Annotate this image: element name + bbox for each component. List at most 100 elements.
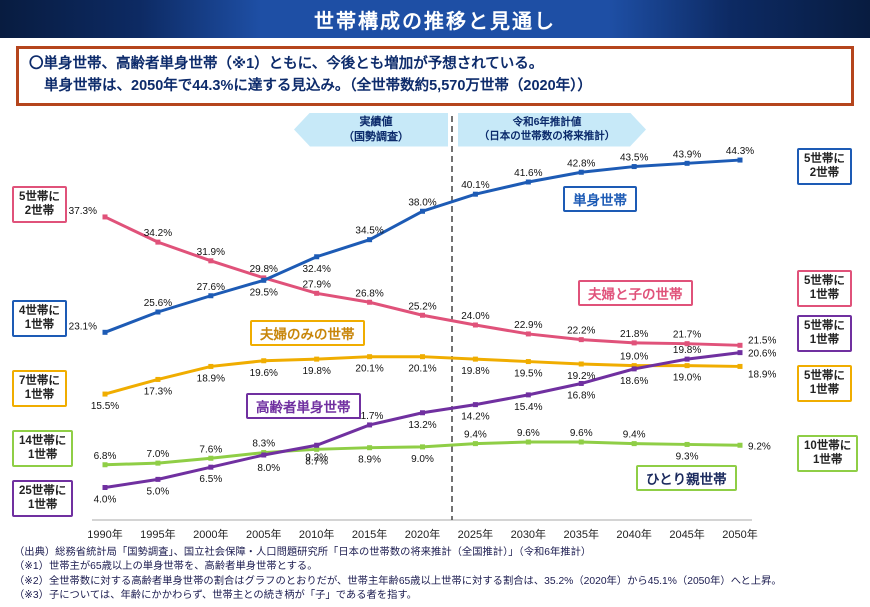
marker [684, 160, 690, 166]
data-label: 9.3% [676, 451, 699, 462]
marker [578, 169, 584, 175]
callout-line: 25世帯に [19, 484, 67, 497]
marker [155, 376, 161, 382]
series-label-elderly-single: 高齢者単身世帯 [246, 392, 361, 419]
marker [525, 179, 531, 184]
callout-right-couple-child: 5世帯に 1世帯 [797, 269, 852, 308]
marker [367, 236, 373, 242]
data-label: 14.2% [461, 411, 489, 422]
data-label: 9.4% [464, 429, 487, 440]
title-banner: 世帯構成の推移と見通し [0, 0, 870, 38]
actual-period-banner: 実績値 （国勢調査） [294, 112, 448, 147]
data-label: 42.8% [567, 158, 595, 169]
marker [472, 191, 478, 197]
marker [631, 362, 637, 368]
data-label: 27.9% [302, 279, 330, 290]
marker [684, 441, 690, 447]
x-tick: 2010年 [299, 527, 334, 541]
callout-line: 14世帯に [19, 434, 67, 447]
data-label: 38.0% [408, 197, 436, 208]
marker [367, 299, 373, 305]
note-source: （出典）総務省統計局「国勢調査」、国立社会保障・人口問題研究所「日本の世帯数の将… [14, 546, 592, 558]
data-label: 40.1% [461, 180, 489, 191]
data-label: 15.4% [514, 401, 542, 412]
callout-line: 1世帯 [809, 384, 840, 397]
marker [631, 365, 637, 371]
data-label: 19.2% [567, 371, 595, 382]
data-label: 23.1% [69, 321, 97, 332]
data-label: 43.9% [673, 149, 701, 160]
data-label: 8.7% [305, 456, 328, 467]
x-tick: 2045年 [669, 527, 704, 541]
data-label: 41.6% [514, 168, 542, 179]
data-label: 6.5% [199, 474, 222, 485]
callout-line: 1世帯 [27, 499, 58, 512]
callout-line: 1世帯 [809, 334, 840, 347]
marker [102, 484, 108, 490]
marker [314, 442, 320, 448]
series-label-couple-only: 夫婦のみの世帯 [250, 319, 365, 346]
callout-right-elderly-single: 5世帯に 1世帯 [797, 314, 852, 353]
data-label: 25.6% [144, 298, 172, 309]
data-label: 25.2% [408, 301, 436, 312]
data-label: 11.7% [356, 410, 384, 421]
marker [367, 444, 373, 450]
data-label: 22.2% [567, 325, 595, 336]
marker [472, 401, 478, 407]
marker [578, 336, 584, 342]
series-label-single: 単身世帯 [563, 185, 637, 212]
data-label: 19.0% [673, 372, 701, 383]
data-label: 37.3% [69, 205, 97, 216]
data-label: 44.3% [726, 146, 754, 157]
data-label: 19.8% [673, 345, 701, 356]
data-label: 13.2% [408, 419, 436, 430]
data-label: 18.9% [748, 369, 776, 380]
data-label: 17.3% [144, 386, 172, 397]
callout-line: 5世帯に [804, 319, 845, 332]
data-label: 9.2% [748, 441, 771, 452]
data-label: 32.4% [302, 263, 330, 274]
data-label: 24.0% [461, 311, 489, 322]
data-label: 21.8% [620, 328, 648, 339]
summary-line-2: 単身世帯は、2050年で44.3%に達する見込み。（全世帯数約5,570万世帯（… [44, 77, 592, 94]
data-label: 9.0% [411, 453, 434, 464]
marker [367, 353, 373, 359]
x-tick: 2025年 [458, 527, 493, 541]
marker [314, 290, 320, 296]
callout-line: 4世帯に [19, 304, 60, 317]
x-tick: 2050年 [722, 527, 757, 541]
marker [472, 440, 478, 446]
marker [102, 213, 108, 219]
marker [525, 358, 531, 364]
marker [261, 277, 267, 283]
marker [314, 253, 320, 259]
marker [155, 309, 161, 314]
x-tick: 2035年 [564, 527, 599, 541]
actual-period-label: 実績値 [359, 116, 393, 129]
callout-left-single-parent: 14世帯に 1世帯 [12, 429, 74, 468]
marker [155, 476, 161, 482]
series-label-couple-child: 夫婦と子の世帯 [578, 279, 693, 306]
data-label: 26.8% [355, 288, 383, 299]
data-label: 6.8% [94, 450, 117, 461]
data-label: 15.5% [91, 401, 119, 412]
x-tick: 1995年 [140, 527, 175, 541]
projection-period-label: 令和6年推計値 [512, 115, 582, 128]
projection-period-banner: 令和6年推計値 （日本の世帯数の将来推計） [458, 113, 646, 147]
data-label: 29.5% [250, 287, 278, 298]
callout-line: 1世帯 [24, 389, 55, 402]
data-label: 19.5% [514, 368, 542, 379]
callout-line: 5世帯に [804, 152, 845, 165]
marker [737, 157, 743, 163]
marker [420, 409, 426, 415]
summary-line-1: 〇単身世帯、高齢者単身世帯（※1）ともに、今後とも増加が予想されている。 [29, 56, 544, 72]
data-label: 19.6% [250, 367, 278, 378]
data-label: 34.2% [144, 228, 172, 239]
data-label: 22.9% [514, 319, 542, 330]
marker [684, 362, 690, 368]
data-label: 5.0% [147, 486, 170, 497]
note-2: （※2）全世帯数に対する高齢者単身世帯の割合はグラフのとおりだが、世帯主年齢65… [14, 575, 782, 587]
callout-right-couple-only: 5世帯に 1世帯 [797, 364, 852, 403]
data-label: 29.8% [250, 263, 278, 274]
data-label: 43.5% [620, 152, 648, 163]
